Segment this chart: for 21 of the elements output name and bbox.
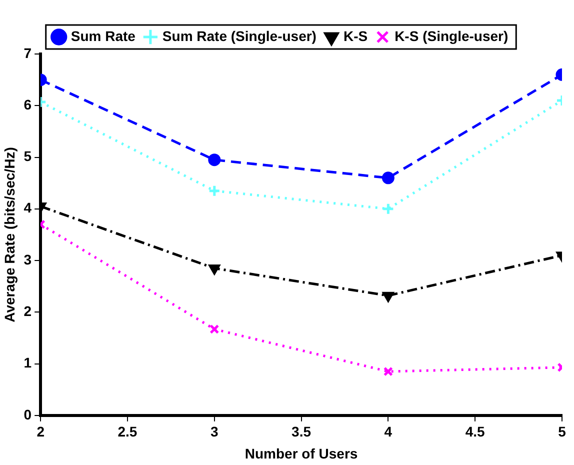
- y-tick-label: 2: [24, 303, 32, 319]
- x-tick-label: 4.5: [465, 424, 486, 440]
- x-tick-label: 2: [36, 424, 45, 440]
- x-tick-label: 5: [558, 424, 566, 440]
- y-tick-label: 4: [24, 200, 32, 216]
- legend-label: K-S: [343, 28, 368, 44]
- y-axis-title: Average Rate (bits/sec/Hz): [1, 147, 18, 322]
- legend-label: Sum Rate: [70, 28, 136, 44]
- y-tick-label: 0: [24, 406, 32, 422]
- y-tick-label: 5: [24, 148, 32, 164]
- y-tick-label: 6: [24, 96, 32, 112]
- x-tick-label: 3.5: [292, 424, 312, 440]
- x-tick-label: 4: [384, 424, 392, 440]
- x-tick-label: 2.5: [118, 424, 138, 440]
- legend-label: K-S (Single-user): [394, 28, 508, 44]
- x-axis-title: Number of Users: [244, 445, 358, 462]
- legend-label: Sum Rate (Single-user): [162, 28, 316, 44]
- y-tick-label: 1: [24, 354, 32, 371]
- y-tick-label: 3: [24, 251, 32, 268]
- y-tick-label: 7: [24, 44, 32, 61]
- x-tick-label: 3: [210, 424, 218, 440]
